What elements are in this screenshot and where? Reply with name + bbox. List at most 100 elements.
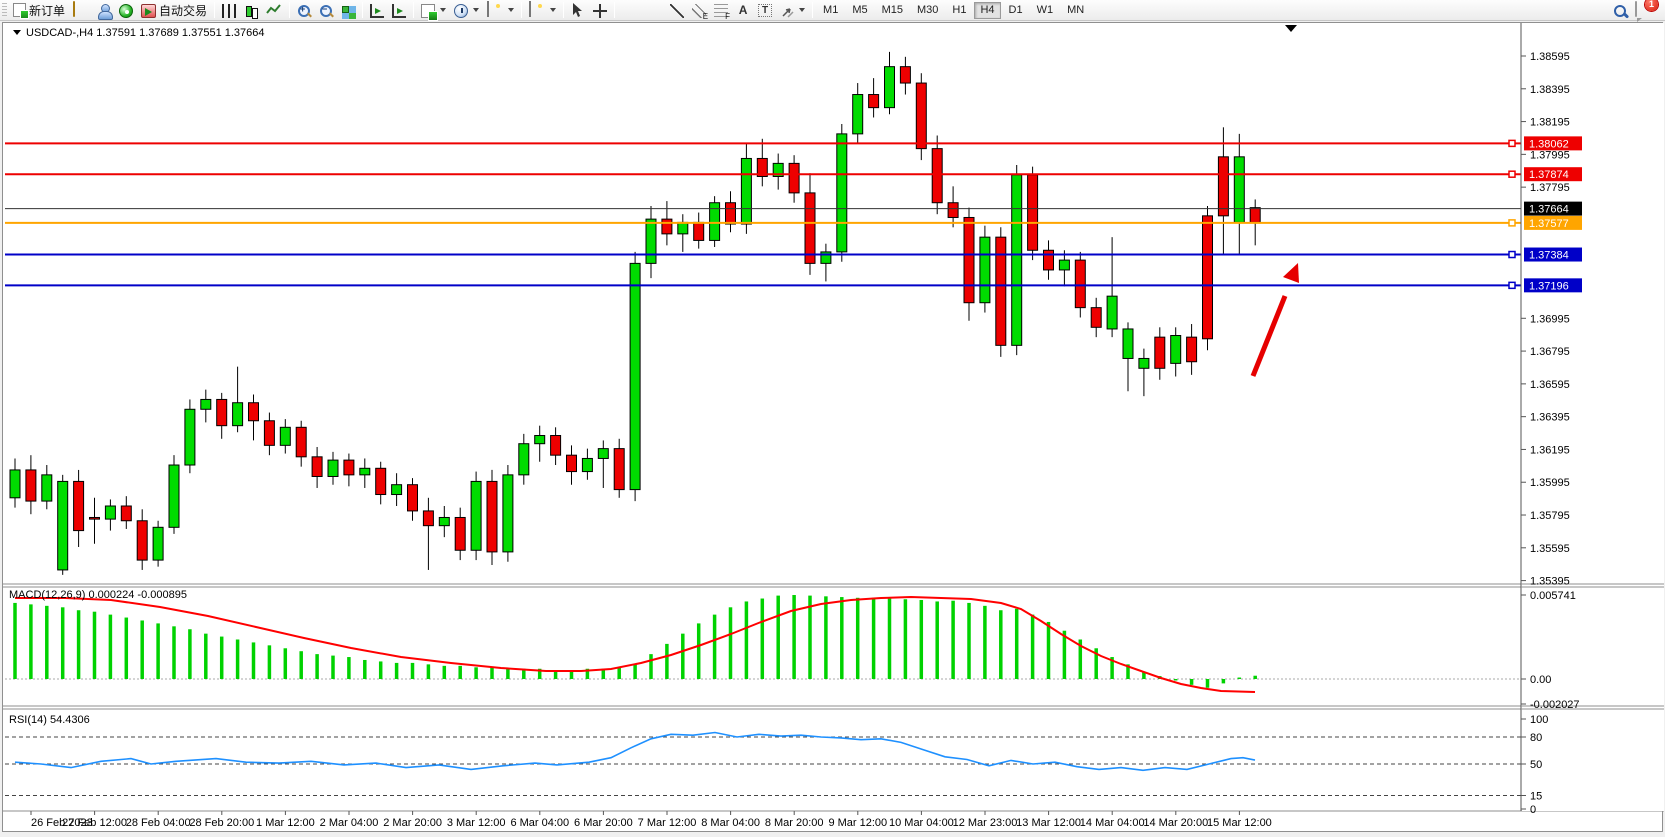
channel-tool-button[interactable]: E	[688, 1, 710, 21]
timeframe-button-m5[interactable]: M5	[852, 4, 868, 16]
auto-scroll-button[interactable]	[366, 1, 388, 20]
macd-axis-label: 0.005741	[1530, 590, 1576, 602]
bull-candle	[645, 218, 657, 264]
autotrading-button[interactable]: 自动交易	[137, 1, 211, 20]
chevron-down-icon	[550, 8, 557, 12]
time-axis-label: 6 Mar 20:00	[574, 817, 633, 829]
bull-candle	[200, 398, 212, 410]
time-axis-label: 26 Feb 2023	[31, 817, 93, 829]
trendline-tool-button[interactable]	[666, 1, 688, 20]
price-axis-label: 1.35795	[1530, 510, 1570, 522]
search-button[interactable]	[1609, 1, 1631, 20]
equidistant-channel-icon: E	[692, 3, 708, 21]
symbol-dropdown-icon[interactable]	[13, 30, 21, 35]
bull-candle	[534, 435, 546, 445]
bull-candle	[1011, 174, 1023, 346]
timeframe-button-w1[interactable]: W1	[1036, 4, 1054, 16]
annotation-arrow-shaft[interactable]	[1250, 295, 1288, 377]
bull-candle	[1122, 328, 1134, 359]
macd-bar	[1094, 648, 1098, 679]
bull-candle	[772, 162, 784, 177]
timeframe-button-m15[interactable]: M15	[881, 4, 903, 16]
timeframe-button-m30[interactable]: M30	[917, 4, 939, 16]
macd-bar	[490, 667, 494, 679]
text-label-tool-button[interactable]: T	[754, 1, 776, 20]
timeframe-button-d1[interactable]: D1	[1008, 4, 1023, 16]
bear-candle	[868, 94, 880, 109]
timeframe-button-m1[interactable]: M1	[823, 4, 839, 16]
macd-bar	[951, 600, 955, 679]
usdcad-h4-chart[interactable]: USDCAD-,H4 1.37591 1.37689 1.37551 1.376…	[3, 23, 1664, 833]
tile-windows-button[interactable]	[337, 1, 359, 20]
time-axis-label: 3 Mar 12:00	[447, 817, 506, 829]
signals-button[interactable]	[115, 1, 137, 20]
fibonacci-tool-button[interactable]: F	[710, 1, 732, 21]
bull-candle	[41, 474, 53, 502]
time-axis-label: 6 Mar 04:00	[510, 817, 569, 829]
line-end-handle[interactable]	[1508, 250, 1516, 259]
bear-candle	[407, 484, 418, 512]
time-axis-label: 14 Mar 04:00	[1080, 817, 1145, 829]
bull-candle	[518, 443, 530, 476]
rsi-line	[14, 731, 1256, 772]
notifications-button[interactable]: 1	[1631, 0, 1658, 20]
price-badge-value: 1.37196	[1529, 280, 1569, 292]
macd-bar	[1253, 675, 1257, 679]
line-end-handle[interactable]	[1508, 281, 1516, 290]
zoom-in-button[interactable]: +	[293, 1, 315, 20]
line-end-handle[interactable]	[1508, 170, 1516, 178]
time-axis-label: 2 Mar 04:00	[320, 817, 379, 829]
timeframe-button-mn[interactable]: MN	[1067, 4, 1085, 16]
arrows-tool-button[interactable]	[776, 1, 809, 20]
macd-bar	[792, 595, 796, 679]
candle-chart-mode-button[interactable]	[240, 1, 262, 20]
templates-button[interactable]	[483, 1, 518, 20]
macd-bar	[474, 667, 478, 679]
horizontal-line-tool-button[interactable]	[642, 1, 666, 20]
text-label-icon: T	[758, 4, 773, 17]
periods-button[interactable]	[450, 1, 483, 20]
vertical-line-tool-button[interactable]	[618, 1, 642, 20]
macd-bar	[712, 614, 717, 679]
bull-candle	[884, 66, 895, 109]
annotation-arrow-head[interactable]	[1283, 263, 1299, 283]
bull-candle	[581, 457, 593, 473]
signal-icon	[119, 3, 134, 18]
macd-bar	[251, 642, 256, 679]
macd-bar	[649, 654, 653, 679]
indicators-button[interactable]	[417, 1, 450, 20]
line-chart-mode-button[interactable]	[262, 1, 286, 20]
indicators-icon	[421, 3, 438, 20]
bear-candle	[931, 148, 943, 204]
bull-candle	[9, 469, 21, 499]
macd-bar	[569, 670, 574, 679]
chart-window[interactable]: USDCAD-,H4 1.37591 1.37689 1.37551 1.376…	[2, 22, 1664, 833]
macd-bar	[29, 604, 33, 679]
text-tool-button[interactable]: A	[732, 1, 754, 20]
bull-candle	[279, 426, 291, 446]
timeframe-button-h4[interactable]: H4	[974, 1, 1001, 19]
macd-histogram	[13, 595, 1257, 688]
zoom-out-button[interactable]: −	[315, 1, 337, 20]
macd-bar	[394, 662, 399, 679]
line-end-handle[interactable]	[1508, 219, 1516, 227]
bear-candle	[343, 459, 355, 476]
timeframe-button-h1[interactable]: H1	[952, 4, 967, 16]
profiles-button[interactable]	[525, 1, 560, 20]
chart-shift-button[interactable]	[388, 1, 410, 20]
autotrading-icon	[141, 3, 157, 18]
bull-candle	[852, 94, 864, 135]
tile-windows-icon	[341, 4, 355, 18]
bar-chart-mode-button[interactable]	[218, 1, 240, 20]
deposit-button[interactable]	[69, 1, 93, 20]
chart-shift-marker[interactable]	[1285, 25, 1297, 32]
new-order-button[interactable]: 新订单	[9, 1, 69, 20]
community-button[interactable]	[93, 1, 115, 20]
macd-bar	[919, 599, 924, 679]
macd-bar	[219, 636, 224, 679]
crosshair-tool-button[interactable]	[589, 1, 611, 20]
cursor-tool-button[interactable]	[567, 1, 589, 20]
line-end-handle[interactable]	[1508, 139, 1516, 148]
fibonacci-icon: F	[714, 3, 730, 21]
